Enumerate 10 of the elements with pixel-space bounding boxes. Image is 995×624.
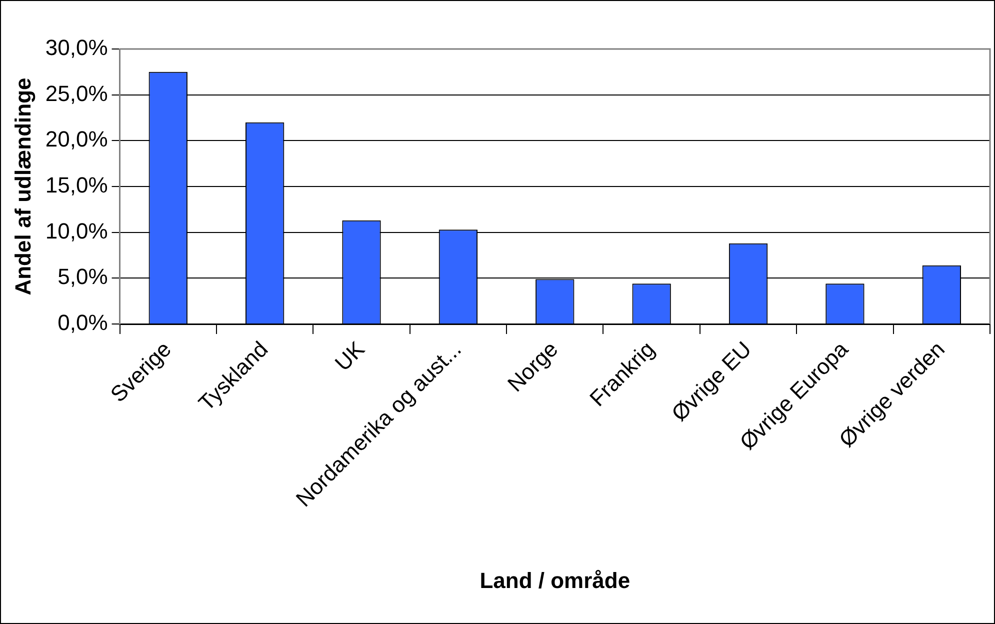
x-axis-title: Land / område bbox=[480, 568, 630, 593]
y-tick-label: 30,0% bbox=[45, 35, 108, 60]
y-tick-label: 15,0% bbox=[45, 172, 108, 198]
y-tick-label: 0,0% bbox=[58, 310, 108, 336]
y-tick-label: 25,0% bbox=[45, 80, 108, 106]
y-tick-label: 20,0% bbox=[45, 126, 108, 152]
y-axis-title: Andel af udlændinge bbox=[10, 78, 36, 296]
y-tick-label: 10,0% bbox=[45, 218, 108, 244]
y-tick-label: 5,0% bbox=[58, 264, 108, 290]
x-tick-label: UK bbox=[330, 336, 370, 376]
